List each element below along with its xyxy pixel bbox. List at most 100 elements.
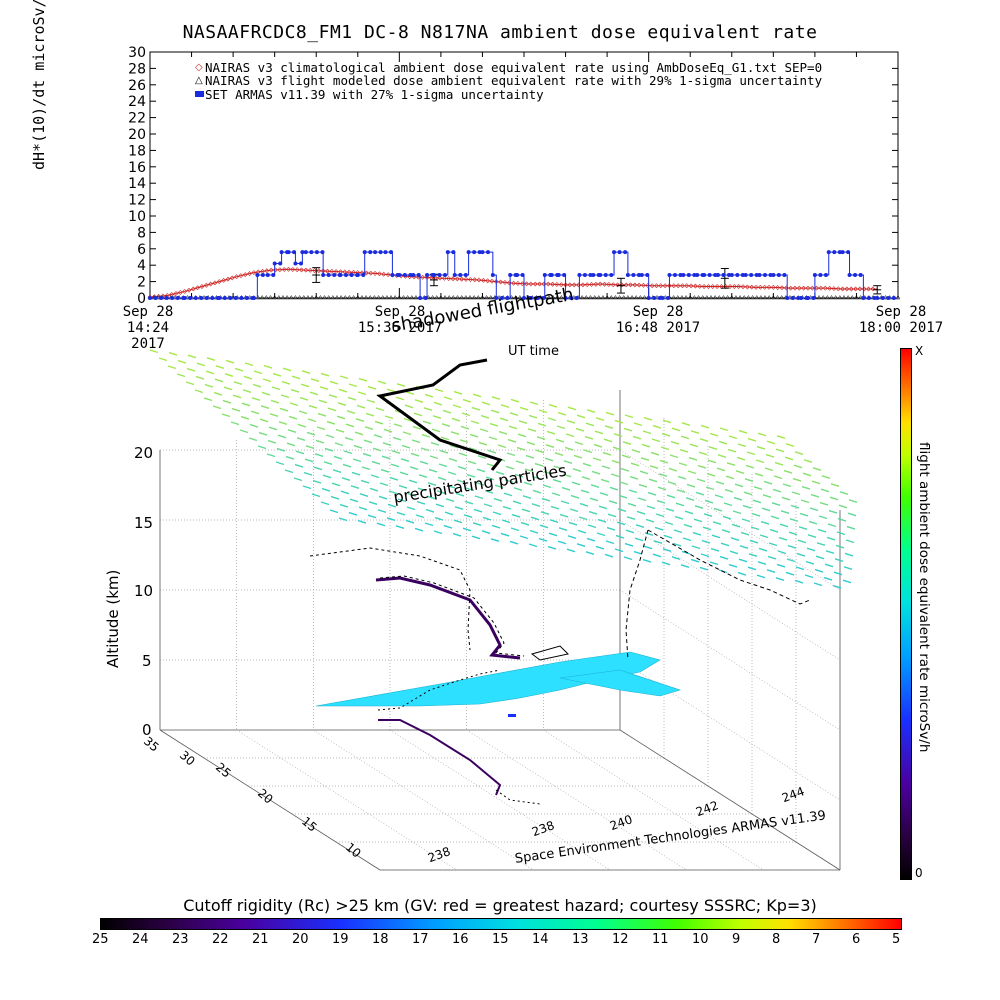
diamond-point bbox=[459, 276, 465, 282]
particle-mark bbox=[721, 529, 731, 533]
rigidity-tick-label: 14 bbox=[532, 932, 549, 947]
particle-mark bbox=[508, 425, 518, 430]
triangle-point bbox=[716, 294, 722, 300]
diamond-point bbox=[848, 286, 854, 292]
armas-point bbox=[785, 296, 790, 300]
particle-mark bbox=[651, 438, 661, 443]
armas-point bbox=[233, 296, 238, 300]
particle-mark bbox=[727, 448, 737, 453]
armas-point bbox=[265, 273, 270, 278]
particle-mark bbox=[355, 418, 365, 422]
diamond-point bbox=[251, 270, 257, 276]
diamond-point bbox=[792, 285, 798, 291]
triangle-point bbox=[687, 294, 693, 300]
particle-mark bbox=[490, 538, 500, 542]
armas-point bbox=[278, 261, 283, 266]
legend-label: NAIRAS v3 flight modeled dose ambient eq… bbox=[205, 73, 823, 88]
diamond-point bbox=[593, 281, 599, 287]
rigidity-tick-label: 8 bbox=[772, 932, 781, 947]
particle-mark bbox=[765, 453, 775, 458]
triangle-point bbox=[725, 294, 731, 300]
particle-mark bbox=[502, 505, 512, 510]
armas-point bbox=[645, 273, 650, 278]
particle-mark bbox=[529, 529, 539, 534]
triangle-marker-icon: △ bbox=[195, 75, 203, 86]
particle-mark bbox=[562, 473, 572, 478]
y-tick-label: 20 bbox=[128, 127, 146, 143]
particle-mark bbox=[176, 373, 186, 378]
particle-mark bbox=[476, 468, 486, 473]
particle-mark bbox=[244, 362, 254, 367]
triangle-point bbox=[297, 294, 303, 300]
triangle-point bbox=[617, 294, 623, 300]
particle-mark bbox=[726, 462, 736, 466]
particle-mark bbox=[694, 505, 704, 509]
diamond-point bbox=[623, 282, 629, 288]
armas-point bbox=[721, 273, 726, 278]
particle-mark bbox=[392, 436, 402, 441]
particle-mark bbox=[713, 507, 723, 512]
rigidity-colorbar bbox=[100, 918, 902, 930]
particle-mark bbox=[427, 482, 437, 486]
particle-mark bbox=[716, 467, 726, 472]
armas-point bbox=[402, 273, 407, 278]
particle-mark bbox=[268, 426, 278, 431]
particle-mark bbox=[560, 500, 570, 505]
particle-mark bbox=[729, 550, 739, 555]
armas-point bbox=[260, 273, 265, 278]
particle-mark bbox=[529, 401, 539, 406]
diamond-point bbox=[446, 276, 452, 281]
particle-mark bbox=[682, 537, 692, 542]
particle-mark bbox=[650, 451, 660, 456]
diamond-point bbox=[766, 284, 772, 290]
particle-mark bbox=[642, 558, 652, 563]
particle-mark bbox=[372, 447, 382, 452]
diamond-point bbox=[264, 268, 270, 274]
particle-mark bbox=[408, 479, 418, 484]
armas-point bbox=[445, 250, 450, 255]
particle-mark bbox=[690, 430, 700, 434]
triangle-point bbox=[849, 294, 855, 300]
particle-mark bbox=[270, 399, 280, 404]
diamond-point bbox=[537, 281, 543, 287]
particle-mark bbox=[362, 452, 372, 457]
particle-mark bbox=[620, 467, 630, 472]
armas-point bbox=[251, 296, 256, 300]
z-tick-label: 20 bbox=[134, 444, 154, 462]
diamond-point bbox=[182, 289, 188, 294]
particle-mark bbox=[543, 470, 553, 475]
diamond-point bbox=[268, 267, 274, 273]
particle-mark bbox=[309, 391, 319, 396]
particle-mark bbox=[594, 430, 604, 435]
y-tick-label: 28 bbox=[128, 61, 146, 77]
particle-mark bbox=[386, 517, 396, 521]
grid-line bbox=[619, 449, 841, 591]
particle-mark bbox=[618, 494, 628, 499]
diamond-point bbox=[770, 284, 776, 290]
particle-mark bbox=[378, 495, 388, 500]
particle-mark bbox=[590, 484, 600, 488]
particle-mark bbox=[556, 425, 566, 430]
particle-mark bbox=[293, 477, 303, 482]
particle-mark bbox=[523, 481, 533, 486]
diamond-point bbox=[372, 270, 378, 276]
particle-mark bbox=[410, 452, 420, 457]
particle-mark bbox=[377, 380, 387, 385]
particle-mark bbox=[481, 401, 491, 406]
armas-point bbox=[153, 296, 158, 300]
ground-tail-dots bbox=[495, 789, 541, 805]
y-tick-label: 26 bbox=[128, 78, 146, 94]
particle-mark bbox=[530, 516, 540, 521]
particle-mark bbox=[225, 359, 235, 364]
armas-point bbox=[535, 296, 540, 300]
diamond-point bbox=[216, 279, 222, 285]
triangle-point bbox=[371, 294, 377, 300]
particle-mark bbox=[510, 398, 520, 403]
particle-mark bbox=[697, 464, 707, 469]
particle-mark bbox=[681, 550, 691, 555]
particle-mark bbox=[834, 558, 844, 562]
particle-mark bbox=[512, 500, 522, 505]
diamond-point bbox=[701, 284, 707, 289]
particle-mark bbox=[463, 514, 473, 518]
particle-mark bbox=[222, 399, 232, 404]
